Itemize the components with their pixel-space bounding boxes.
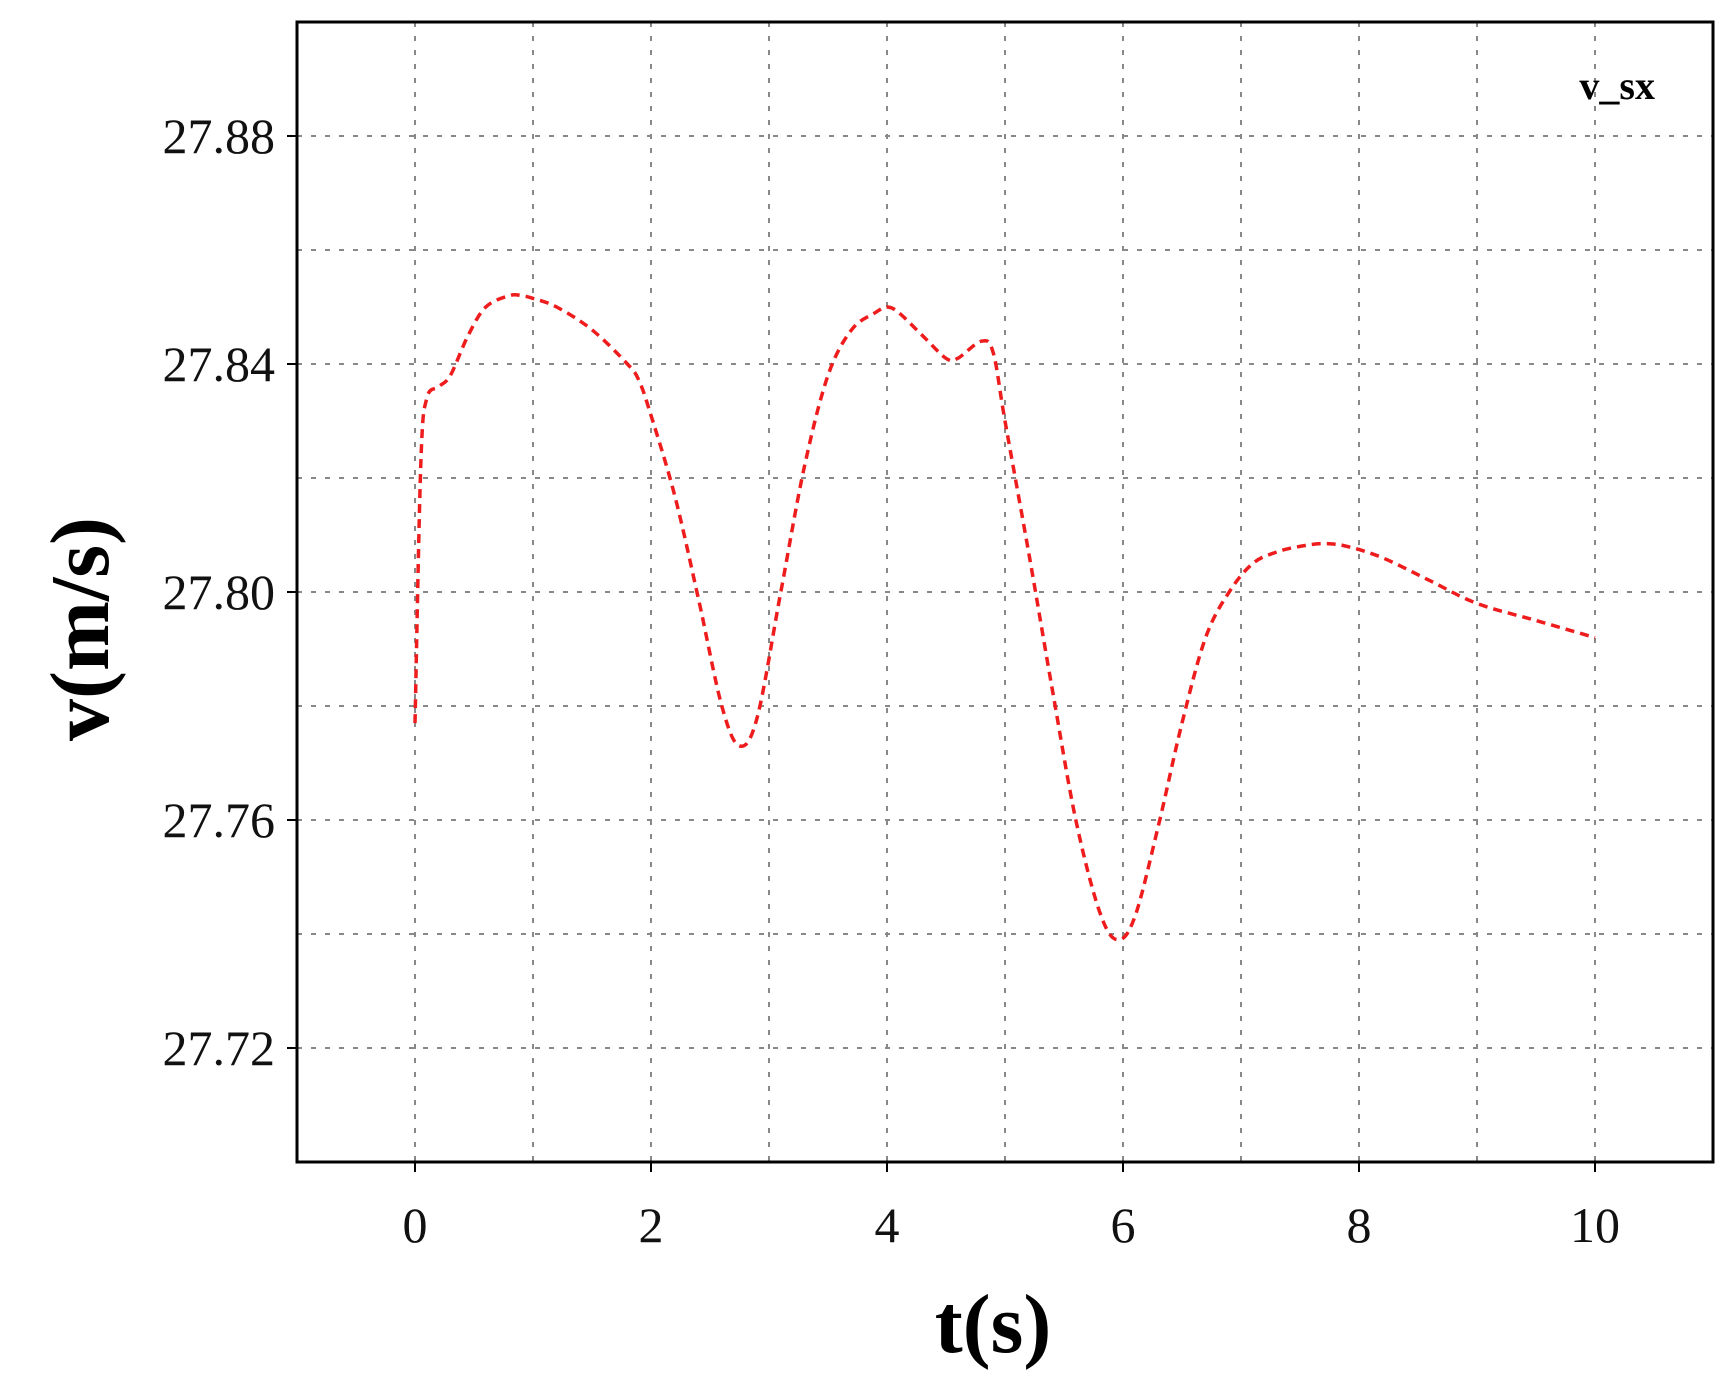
series-line-v-sx <box>413 292 1596 942</box>
x-tick-label-10: 10 <box>1570 1197 1620 1253</box>
y-tick-label-27.76: 27.76 <box>163 792 276 848</box>
y-axis-title: v(m/s) <box>34 517 127 741</box>
legend-label-v-sx: v_sx <box>1579 63 1655 108</box>
x-tick-label-0: 0 <box>403 1197 428 1253</box>
x-tick-label-4: 4 <box>875 1197 900 1253</box>
y-tick-label-27.84: 27.84 <box>163 336 276 392</box>
grid <box>297 22 1713 1162</box>
y-tick-label-27.72: 27.72 <box>163 1020 276 1076</box>
x-tick-label-2: 2 <box>639 1197 664 1253</box>
x-tick-label-6: 6 <box>1111 1197 1136 1253</box>
legend: v_sx <box>1579 63 1655 108</box>
x-tick-label-8: 8 <box>1347 1197 1372 1253</box>
series-layer <box>413 292 1596 942</box>
x-axis-title: t(s) <box>935 1278 1052 1371</box>
y-tick-label-27.88: 27.88 <box>163 108 276 164</box>
axis-ticks: 0 2 4 6 8 10 27.72 27.76 27.80 27.84 27.88 <box>163 108 1621 1253</box>
y-tick-label-27.8: 27.80 <box>163 564 276 620</box>
